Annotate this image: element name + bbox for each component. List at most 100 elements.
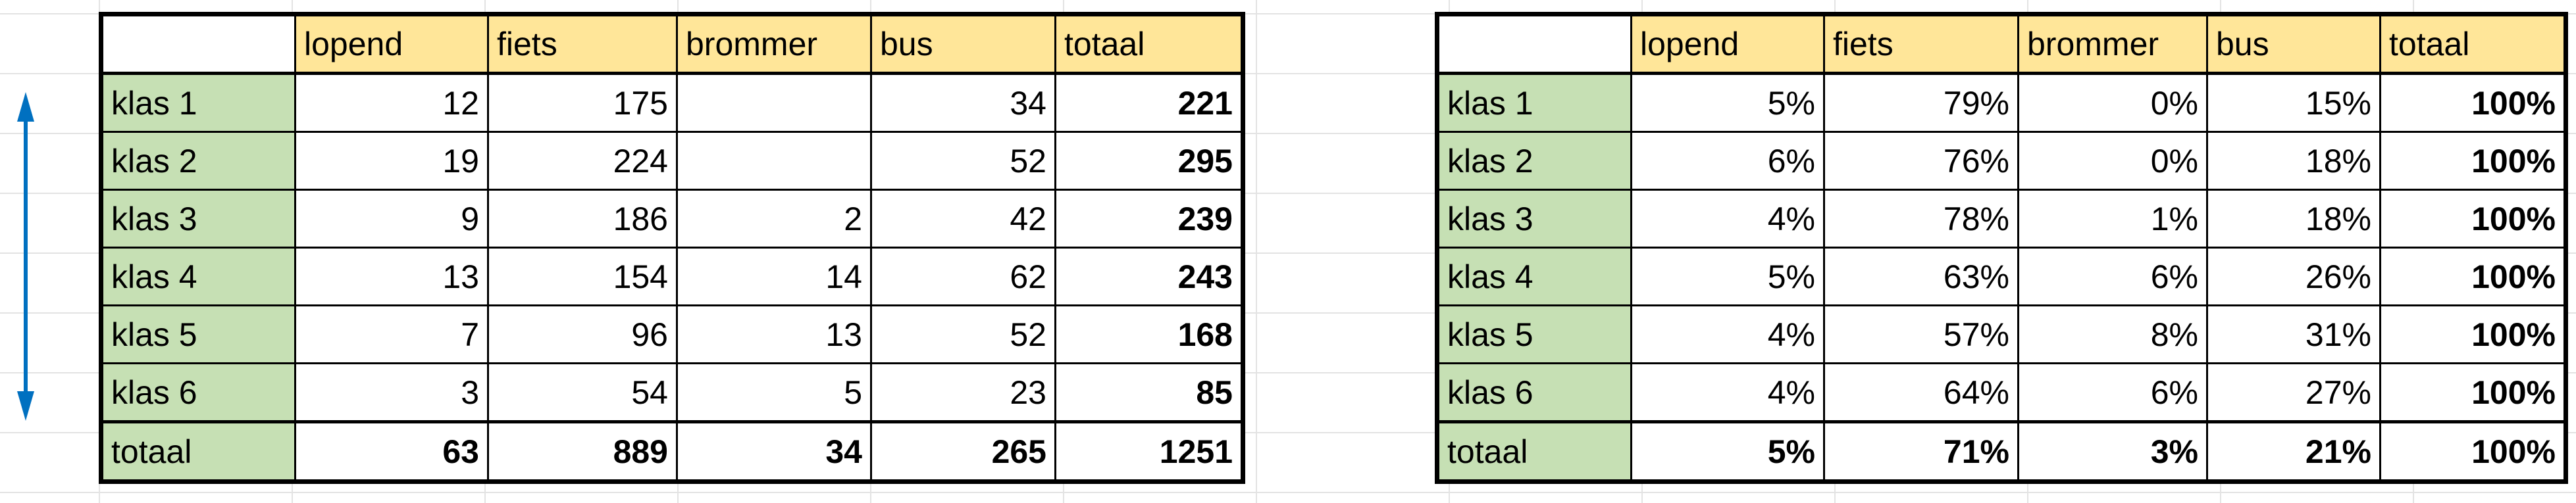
row-label[interactable]: klas 2 xyxy=(1436,131,1632,191)
row-label[interactable]: klas 5 xyxy=(1436,304,1632,364)
data-cell[interactable]: 52 xyxy=(870,304,1056,364)
row-label[interactable]: klas 1 xyxy=(1436,72,1632,133)
data-cell[interactable]: 9 xyxy=(294,189,489,249)
data-cell[interactable]: 15% xyxy=(2206,72,2381,133)
data-cell[interactable]: 154 xyxy=(487,247,678,306)
header-row: lopend fiets brommer bus totaal xyxy=(1436,13,2567,75)
data-cell[interactable]: 239 xyxy=(1054,189,1244,249)
data-cell[interactable]: 1251 xyxy=(1054,420,1244,483)
data-cell[interactable]: 42 xyxy=(870,189,1056,249)
data-cell[interactable]: 78% xyxy=(1823,189,2019,249)
data-cell[interactable]: 168 xyxy=(1054,304,1244,364)
data-cell[interactable]: 18% xyxy=(2206,131,2381,191)
data-cell[interactable]: 100% xyxy=(2379,131,2567,191)
data-cell[interactable]: 71% xyxy=(1823,420,2019,483)
column-header[interactable]: totaal xyxy=(2379,13,2567,75)
data-cell[interactable]: 175 xyxy=(487,72,678,133)
column-header[interactable]: brommer xyxy=(676,13,872,75)
data-cell[interactable]: 8% xyxy=(2017,304,2208,364)
column-header[interactable]: lopend xyxy=(1630,13,1825,75)
data-cell[interactable]: 4% xyxy=(1630,362,1825,423)
row-label[interactable]: totaal xyxy=(100,420,296,483)
data-cell[interactable]: 5% xyxy=(1630,420,1825,483)
data-cell[interactable]: 100% xyxy=(2379,72,2567,133)
data-cell[interactable]: 100% xyxy=(2379,189,2567,249)
data-cell[interactable]: 243 xyxy=(1054,247,1244,306)
data-cell[interactable]: 6% xyxy=(2017,362,2208,423)
column-header[interactable]: bus xyxy=(2206,13,2381,75)
data-cell[interactable]: 64% xyxy=(1823,362,2019,423)
data-cell[interactable]: 3 xyxy=(294,362,489,423)
data-cell[interactable]: 5% xyxy=(1630,247,1825,306)
row-label[interactable]: klas 6 xyxy=(1436,362,1632,423)
row-label[interactable]: totaal xyxy=(1436,420,1632,483)
data-cell[interactable]: 5 xyxy=(676,362,872,423)
data-cell[interactable]: 79% xyxy=(1823,72,2019,133)
row-label[interactable]: klas 5 xyxy=(100,304,296,364)
row-label[interactable]: klas 3 xyxy=(1436,189,1632,249)
data-cell[interactable]: 224 xyxy=(487,131,678,191)
data-cell[interactable]: 54 xyxy=(487,362,678,423)
data-cell[interactable]: 19 xyxy=(294,131,489,191)
data-cell[interactable]: 34 xyxy=(676,420,872,483)
column-header[interactable]: brommer xyxy=(2017,13,2208,75)
data-cell[interactable]: 34 xyxy=(870,72,1056,133)
data-cell[interactable]: 186 xyxy=(487,189,678,249)
column-header[interactable]: bus xyxy=(870,13,1056,75)
data-cell[interactable]: 26% xyxy=(2206,247,2381,306)
data-cell[interactable]: 7 xyxy=(294,304,489,364)
data-cell[interactable]: 221 xyxy=(1054,72,1244,133)
column-header[interactable]: fiets xyxy=(487,13,678,75)
data-cell[interactable]: 4% xyxy=(1630,189,1825,249)
data-cell[interactable]: 100% xyxy=(2379,247,2567,306)
data-cell[interactable]: 85 xyxy=(1054,362,1244,423)
data-cell[interactable] xyxy=(676,72,872,133)
data-cell[interactable]: 295 xyxy=(1054,131,1244,191)
data-cell[interactable]: 5% xyxy=(1630,72,1825,133)
data-cell[interactable]: 96 xyxy=(487,304,678,364)
data-cell[interactable]: 1% xyxy=(2017,189,2208,249)
data-cell[interactable]: 889 xyxy=(487,420,678,483)
data-cell[interactable]: 13 xyxy=(676,304,872,364)
header-row: lopend fiets brommer bus totaal xyxy=(100,13,1244,75)
row-label[interactable]: klas 6 xyxy=(100,362,296,423)
data-cell[interactable]: 18% xyxy=(2206,189,2381,249)
data-cell[interactable]: 14 xyxy=(676,247,872,306)
data-cell[interactable]: 265 xyxy=(870,420,1056,483)
data-cell[interactable]: 62 xyxy=(870,247,1056,306)
column-header[interactable]: lopend xyxy=(294,13,489,75)
row-label[interactable]: klas 4 xyxy=(100,247,296,306)
row-label[interactable]: klas 1 xyxy=(100,72,296,133)
data-cell[interactable] xyxy=(676,131,872,191)
table-row: klas 6 3 54 5 23 85 xyxy=(100,362,1244,423)
table-row: klas 3 4% 78% 1% 18% 100% xyxy=(1436,189,2567,249)
data-cell[interactable]: 4% xyxy=(1630,304,1825,364)
corner-cell[interactable] xyxy=(100,13,296,75)
data-cell[interactable]: 0% xyxy=(2017,131,2208,191)
data-cell[interactable]: 31% xyxy=(2206,304,2381,364)
data-cell[interactable]: 76% xyxy=(1823,131,2019,191)
data-cell[interactable]: 6% xyxy=(2017,247,2208,306)
data-cell[interactable]: 100% xyxy=(2379,304,2567,364)
data-cell[interactable]: 100% xyxy=(2379,362,2567,423)
data-cell[interactable]: 0% xyxy=(2017,72,2208,133)
corner-cell[interactable] xyxy=(1436,13,1632,75)
data-cell[interactable]: 3% xyxy=(2017,420,2208,483)
data-cell[interactable]: 21% xyxy=(2206,420,2381,483)
data-cell[interactable]: 13 xyxy=(294,247,489,306)
row-label[interactable]: klas 3 xyxy=(100,189,296,249)
data-cell[interactable]: 63 xyxy=(294,420,489,483)
data-cell[interactable]: 52 xyxy=(870,131,1056,191)
data-cell[interactable]: 6% xyxy=(1630,131,1825,191)
data-cell[interactable]: 12 xyxy=(294,72,489,133)
column-header[interactable]: totaal xyxy=(1054,13,1244,75)
data-cell[interactable]: 23 xyxy=(870,362,1056,423)
data-cell[interactable]: 100% xyxy=(2379,420,2567,483)
data-cell[interactable]: 63% xyxy=(1823,247,2019,306)
data-cell[interactable]: 57% xyxy=(1823,304,2019,364)
data-cell[interactable]: 2 xyxy=(676,189,872,249)
data-cell[interactable]: 27% xyxy=(2206,362,2381,423)
row-label[interactable]: klas 2 xyxy=(100,131,296,191)
column-header[interactable]: fiets xyxy=(1823,13,2019,75)
row-label[interactable]: klas 4 xyxy=(1436,247,1632,306)
